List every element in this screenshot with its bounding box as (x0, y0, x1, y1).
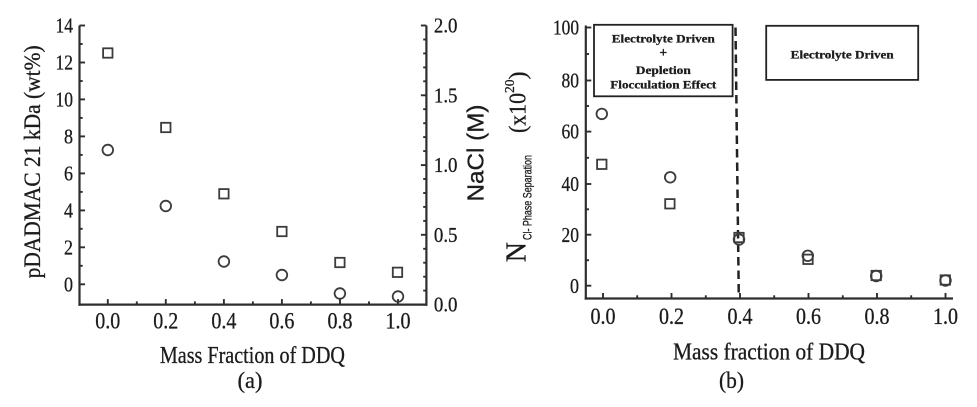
svg-text:0.4: 0.4 (728, 304, 753, 330)
svg-text:80: 80 (562, 69, 580, 93)
svg-text:0: 0 (570, 274, 579, 298)
svg-text:12: 12 (56, 51, 74, 75)
svg-text:Mass Fraction of DDQ: Mass Fraction of DDQ (160, 343, 345, 369)
svg-text:pDADMAC 21 kDa (wt%): pDADMAC 21 kDa (wt%) (20, 45, 45, 278)
svg-text:0.8: 0.8 (328, 309, 353, 335)
svg-text:2: 2 (64, 235, 73, 259)
svg-text:0.6: 0.6 (269, 309, 294, 335)
svg-text:100: 100 (553, 16, 579, 40)
svg-text:0.2: 0.2 (153, 309, 178, 335)
svg-text:40: 40 (562, 172, 580, 196)
svg-text:N: N (502, 242, 533, 262)
svg-text:1.0: 1.0 (386, 309, 411, 335)
svg-text:0.0: 0.0 (591, 304, 616, 330)
svg-text:Electrolyte Driven: Electrolyte Driven (612, 31, 715, 45)
svg-text:0.5: 0.5 (434, 223, 458, 247)
svg-text:1.0: 1.0 (434, 153, 458, 177)
svg-text:1.5: 1.5 (434, 83, 458, 107)
svg-text:14: 14 (56, 14, 74, 38)
svg-text:(x10: (x10 (506, 93, 532, 133)
svg-text:Depletion: Depletion (636, 63, 691, 77)
svg-text:20: 20 (562, 223, 580, 247)
svg-text:1.0: 1.0 (933, 304, 958, 330)
svg-text:8: 8 (64, 125, 73, 149)
svg-text:0.0: 0.0 (434, 293, 458, 317)
svg-text:Electrolyte Driven: Electrolyte Driven (791, 47, 894, 61)
svg-text:Mass fraction of DDQ: Mass fraction of DDQ (673, 339, 865, 365)
svg-text:6: 6 (64, 162, 73, 186)
svg-text:60: 60 (562, 120, 580, 144)
svg-text:): ) (506, 72, 532, 80)
svg-text:2.0: 2.0 (434, 14, 458, 38)
svg-text:Flocculation Effect: Flocculation Effect (610, 78, 716, 92)
svg-text:(b): (b) (719, 368, 744, 394)
svg-text:0.6: 0.6 (796, 304, 821, 330)
svg-text:20: 20 (503, 80, 518, 94)
svg-text:+: + (659, 45, 667, 60)
svg-text:0.0: 0.0 (95, 309, 120, 335)
svg-text:4: 4 (64, 199, 73, 223)
svg-text:0.2: 0.2 (659, 304, 684, 330)
svg-text:10: 10 (56, 88, 74, 112)
svg-text:0.8: 0.8 (865, 304, 890, 330)
svg-text:NaCl (M): NaCl (M) (463, 105, 489, 202)
svg-text:0: 0 (64, 272, 73, 296)
svg-text:(a): (a) (238, 368, 263, 394)
svg-text:0.4: 0.4 (211, 309, 236, 335)
svg-text:Cl- Phase Separation: Cl- Phase Separation (521, 155, 535, 240)
